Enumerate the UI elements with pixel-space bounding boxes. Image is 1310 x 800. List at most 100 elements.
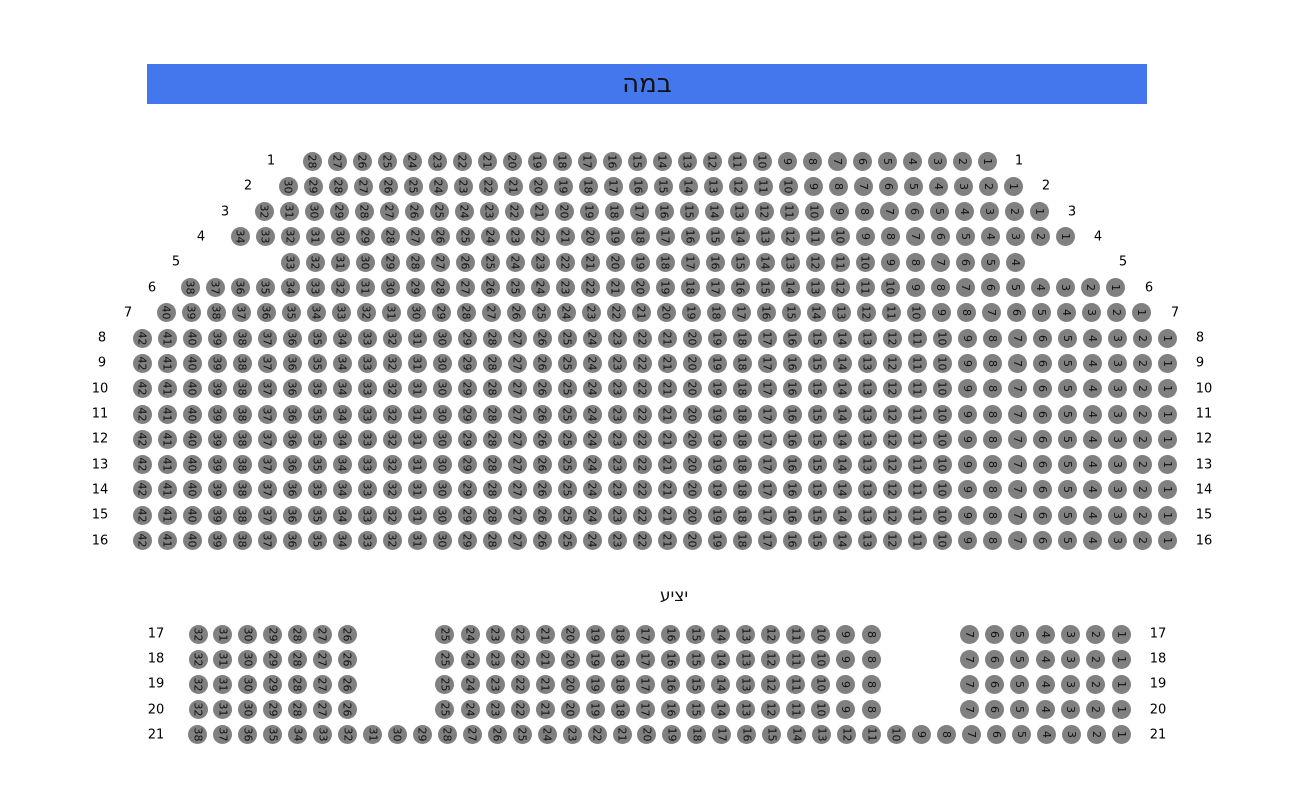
seat-row-12-2[interactable]: 2 (1132, 429, 1152, 449)
seat-row-8-17[interactable]: 17 (757, 328, 777, 348)
seat-row-1-22[interactable]: 22 (452, 151, 472, 171)
seat-row-7-38[interactable]: 38 (206, 303, 226, 323)
seat-row-17-21[interactable]: 21 (535, 624, 555, 644)
seat-row-2-15[interactable]: 15 (653, 176, 673, 196)
seat-row-17-14[interactable]: 14 (711, 624, 731, 644)
seat-row-11-28[interactable]: 28 (482, 404, 502, 424)
seat-row-7-32[interactable]: 32 (356, 303, 376, 323)
seat-row-21-7[interactable]: 7 (961, 725, 981, 745)
seat-row-12-15[interactable]: 15 (807, 429, 827, 449)
seat-row-3-30[interactable]: 30 (304, 202, 324, 222)
seat-row-9-37[interactable]: 37 (257, 353, 277, 373)
seat-row-8-22[interactable]: 22 (632, 328, 652, 348)
seat-row-8-42[interactable]: 42 (132, 328, 152, 348)
seat-row-12-17[interactable]: 17 (757, 429, 777, 449)
seat-row-1-23[interactable]: 23 (427, 151, 447, 171)
seat-row-13-14[interactable]: 14 (832, 455, 852, 475)
seat-row-14-13[interactable]: 13 (857, 480, 877, 500)
seat-row-8-37[interactable]: 37 (257, 328, 277, 348)
seat-row-10-34[interactable]: 34 (332, 379, 352, 399)
seat-row-15-21[interactable]: 21 (657, 505, 677, 525)
seat-row-15-1[interactable]: 1 (1157, 505, 1177, 525)
seat-row-9-38[interactable]: 38 (232, 353, 252, 373)
seat-row-2-2[interactable]: 2 (978, 176, 998, 196)
seat-row-2-12[interactable]: 12 (728, 176, 748, 196)
seat-row-11-37[interactable]: 37 (257, 404, 277, 424)
seat-row-20-31[interactable]: 31 (213, 700, 233, 720)
seat-row-12-21[interactable]: 21 (657, 429, 677, 449)
seat-row-16-30[interactable]: 30 (432, 531, 452, 550)
seat-row-14-4[interactable]: 4 (1082, 480, 1102, 500)
seat-row-10-21[interactable]: 21 (657, 379, 677, 399)
seat-row-8-13[interactable]: 13 (857, 328, 877, 348)
seat-row-4-1[interactable]: 1 (1055, 227, 1075, 247)
seat-row-3-2[interactable]: 2 (1004, 202, 1024, 222)
seat-row-3-25[interactable]: 25 (429, 202, 449, 222)
seat-row-12-26[interactable]: 26 (532, 429, 552, 449)
seat-row-8-20[interactable]: 20 (682, 328, 702, 348)
seat-row-20-27[interactable]: 27 (312, 700, 332, 720)
seat-row-21-2[interactable]: 2 (1086, 725, 1106, 745)
seat-row-12-24[interactable]: 24 (582, 429, 602, 449)
seat-row-10-29[interactable]: 29 (457, 379, 477, 399)
seat-row-17-32[interactable]: 32 (188, 624, 208, 644)
seat-row-8-7[interactable]: 7 (1007, 328, 1027, 348)
seat-row-8-31[interactable]: 31 (407, 328, 427, 348)
seat-row-9-36[interactable]: 36 (282, 353, 302, 373)
seat-row-5-26[interactable]: 26 (455, 252, 475, 272)
seat-row-7-10[interactable]: 10 (906, 303, 926, 323)
seat-row-14-30[interactable]: 30 (432, 480, 452, 500)
seat-row-20-16[interactable]: 16 (661, 700, 681, 720)
seat-row-8-11[interactable]: 11 (907, 328, 927, 348)
seat-row-7-20[interactable]: 20 (656, 303, 676, 323)
seat-row-15-27[interactable]: 27 (507, 505, 527, 525)
seat-row-3-18[interactable]: 18 (604, 202, 624, 222)
seat-row-7-34[interactable]: 34 (306, 303, 326, 323)
seat-row-10-5[interactable]: 5 (1057, 379, 1077, 399)
seat-row-2-24[interactable]: 24 (428, 176, 448, 196)
seat-row-12-11[interactable]: 11 (907, 429, 927, 449)
seat-row-8-10[interactable]: 10 (932, 328, 952, 348)
seat-row-16-14[interactable]: 14 (832, 531, 852, 550)
seat-row-9-21[interactable]: 21 (657, 353, 677, 373)
seat-row-19-9[interactable]: 9 (836, 674, 856, 694)
seat-row-14-15[interactable]: 15 (807, 480, 827, 500)
seat-row-9-1[interactable]: 1 (1157, 353, 1177, 373)
seat-row-3-10[interactable]: 10 (804, 202, 824, 222)
seat-row-11-11[interactable]: 11 (907, 404, 927, 424)
seat-row-4-18[interactable]: 18 (630, 227, 650, 247)
seat-row-15-3[interactable]: 3 (1107, 505, 1127, 525)
seat-row-20-8[interactable]: 8 (861, 700, 881, 720)
seat-row-15-20[interactable]: 20 (682, 505, 702, 525)
seat-row-17-23[interactable]: 23 (485, 624, 505, 644)
seat-row-19-8[interactable]: 8 (861, 674, 881, 694)
seat-row-20-21[interactable]: 21 (535, 700, 555, 720)
seat-row-15-5[interactable]: 5 (1057, 505, 1077, 525)
seat-row-18-17[interactable]: 17 (635, 649, 655, 669)
seat-row-16-6[interactable]: 6 (1032, 531, 1052, 550)
seat-row-17-2[interactable]: 2 (1086, 624, 1106, 644)
seat-row-9-27[interactable]: 27 (507, 353, 527, 373)
seat-row-15-7[interactable]: 7 (1007, 505, 1027, 525)
seat-row-14-34[interactable]: 34 (332, 480, 352, 500)
seat-row-8-34[interactable]: 34 (332, 328, 352, 348)
seat-row-10-31[interactable]: 31 (407, 379, 427, 399)
seat-row-14-7[interactable]: 7 (1007, 480, 1027, 500)
seat-row-10-1[interactable]: 1 (1157, 379, 1177, 399)
seat-row-3-31[interactable]: 31 (279, 202, 299, 222)
seat-row-12-29[interactable]: 29 (457, 429, 477, 449)
seat-row-2-18[interactable]: 18 (578, 176, 598, 196)
seat-row-21-3[interactable]: 3 (1061, 725, 1081, 745)
seat-row-14-3[interactable]: 3 (1107, 480, 1127, 500)
seat-row-13-5[interactable]: 5 (1057, 455, 1077, 475)
seat-row-4-6[interactable]: 6 (930, 227, 950, 247)
seat-row-4-14[interactable]: 14 (730, 227, 750, 247)
seat-row-9-5[interactable]: 5 (1057, 353, 1077, 373)
seat-row-5-4[interactable]: 4 (1005, 252, 1025, 272)
seat-row-10-28[interactable]: 28 (482, 379, 502, 399)
seat-row-12-8[interactable]: 8 (982, 429, 1002, 449)
seat-row-7-25[interactable]: 25 (531, 303, 551, 323)
seat-row-11-35[interactable]: 35 (307, 404, 327, 424)
seat-row-10-9[interactable]: 9 (957, 379, 977, 399)
seat-row-5-17[interactable]: 17 (680, 252, 700, 272)
